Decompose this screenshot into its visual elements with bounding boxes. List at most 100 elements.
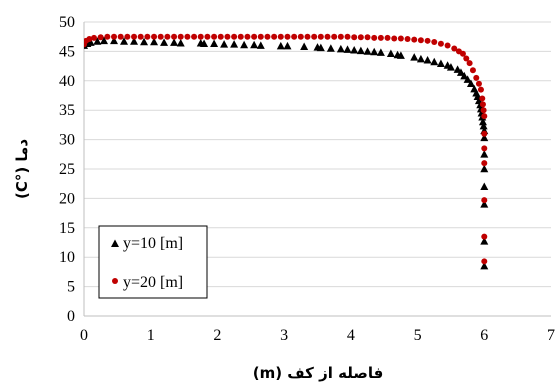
point-series-2 xyxy=(104,33,111,40)
point-series-1 xyxy=(343,45,352,53)
point-series-1 xyxy=(326,44,335,52)
point-series-1 xyxy=(170,38,179,46)
y-tick-label: 15 xyxy=(59,220,75,237)
legend: y=10 [m] y=20 [m] xyxy=(98,225,208,299)
point-series-1 xyxy=(200,39,209,48)
point-series-2 xyxy=(479,101,486,108)
x-tick-label: 1 xyxy=(147,327,155,344)
point-series-1 xyxy=(86,38,95,46)
point-series-2 xyxy=(244,33,251,40)
point-series-1 xyxy=(480,164,489,173)
x-tick-label: 4 xyxy=(347,327,355,344)
y-tick-label: 0 xyxy=(67,308,75,325)
point-series-2 xyxy=(217,33,224,40)
y-tick-label: 10 xyxy=(59,249,75,266)
point-series-1 xyxy=(276,41,285,50)
point-series-2 xyxy=(384,34,391,41)
point-series-2 xyxy=(481,258,488,265)
point-series-2 xyxy=(284,33,291,40)
point-series-1 xyxy=(363,47,372,55)
point-series-1 xyxy=(100,36,109,45)
point-series-1 xyxy=(463,75,472,83)
point-series-2 xyxy=(469,67,476,74)
point-series-2 xyxy=(151,33,158,40)
point-series-2 xyxy=(466,60,473,67)
point-series-1 xyxy=(176,38,185,47)
legend-label-y10: y=10 [m] xyxy=(123,235,183,252)
axes xyxy=(83,22,551,317)
x-tick-label: 0 xyxy=(80,327,88,344)
point-series-1 xyxy=(480,200,489,208)
legend-marker-y10 xyxy=(111,239,119,247)
point-series-1 xyxy=(396,51,405,59)
y-axis-title: دما (°C) xyxy=(13,139,31,199)
point-series-2 xyxy=(357,34,364,41)
point-series-2 xyxy=(304,33,311,40)
y-tick-label: 35 xyxy=(59,102,75,119)
point-series-2 xyxy=(377,34,384,41)
point-series-1 xyxy=(456,68,465,76)
point-series-1 xyxy=(93,37,102,45)
point-series-2 xyxy=(477,86,484,93)
point-series-2 xyxy=(391,35,398,42)
point-series-2 xyxy=(481,130,488,137)
point-series-1 xyxy=(386,49,395,58)
point-series-1 xyxy=(436,59,445,68)
legend-box xyxy=(98,225,208,299)
point-series-2 xyxy=(297,33,304,40)
point-series-1 xyxy=(480,150,489,158)
point-series-2 xyxy=(424,37,431,44)
point-series-2 xyxy=(404,36,411,43)
point-series-1 xyxy=(283,41,292,50)
point-series-2 xyxy=(475,80,482,87)
y-tick-label: 45 xyxy=(59,43,75,60)
point-series-2 xyxy=(131,33,138,40)
point-series-2 xyxy=(351,34,358,41)
point-series-2 xyxy=(481,113,488,120)
point-series-2 xyxy=(444,42,451,49)
x-tick-label: 2 xyxy=(213,327,221,344)
point-series-2 xyxy=(144,33,151,40)
point-series-2 xyxy=(411,36,418,43)
point-series-2 xyxy=(473,74,480,81)
point-series-1 xyxy=(220,40,229,48)
point-series-2 xyxy=(431,38,438,45)
point-series-2 xyxy=(97,34,104,41)
point-series-2 xyxy=(481,233,488,240)
point-series-1 xyxy=(300,42,309,50)
point-series-1 xyxy=(479,121,488,130)
point-series-2 xyxy=(204,33,211,40)
point-series-2 xyxy=(197,33,204,40)
x-tick-label: 6 xyxy=(480,327,488,344)
point-series-2 xyxy=(231,33,238,40)
x-axis-title: فاصله از کف (m) xyxy=(253,364,384,382)
point-series-1 xyxy=(210,39,219,48)
x-tick-label: 3 xyxy=(280,327,288,344)
point-series-1 xyxy=(130,37,139,45)
point-series-1 xyxy=(110,36,119,45)
point-series-1 xyxy=(160,38,169,46)
point-series-1 xyxy=(316,43,325,52)
x-axis-ticks: 0 1 2 3 4 5 6 7 xyxy=(80,327,555,344)
point-series-1 xyxy=(410,53,419,61)
point-series-2 xyxy=(364,34,371,41)
point-series-2 xyxy=(211,33,218,40)
point-series-2 xyxy=(481,197,488,204)
point-series-1 xyxy=(423,56,432,64)
point-series-2 xyxy=(481,145,488,152)
point-series-2 xyxy=(311,33,318,40)
point-series-2 xyxy=(257,33,264,40)
y-tick-label: 25 xyxy=(59,161,75,178)
point-series-1 xyxy=(416,54,425,63)
point-series-2 xyxy=(337,33,344,40)
point-series-1 xyxy=(480,133,489,142)
point-series-2 xyxy=(277,33,284,40)
point-series-2 xyxy=(459,50,466,57)
point-series-2 xyxy=(451,45,458,52)
legend-marker-y20 xyxy=(112,278,118,284)
point-series-1 xyxy=(480,182,489,190)
x-tick-label: 5 xyxy=(414,327,422,344)
y-tick-label: 5 xyxy=(67,279,75,296)
point-series-1 xyxy=(240,40,249,49)
